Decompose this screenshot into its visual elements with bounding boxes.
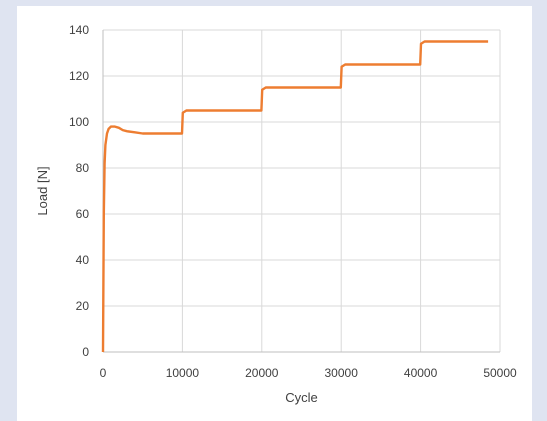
tick-labels: 0 20 40 60 80 100 120 140 0 10000 20000 30000 40000 5… [69,23,517,380]
x-tick-label: 20000 [245,366,279,380]
x-tick-label: 40000 [404,366,438,380]
load-series-line [101,40,489,353]
y-tick-label: 80 [76,161,90,175]
y-tick-label: 40 [76,253,90,267]
y-axis-title: Load [N] [35,166,50,215]
load-vs-cycle-chart: 0 20 40 60 80 100 120 140 0 10000 20000 30000 40000 5… [35,23,517,405]
x-tick-label: 10000 [166,366,200,380]
axes [102,30,500,353]
x-axis-title: Cycle [285,390,318,405]
y-tick-label: 120 [69,69,89,83]
grid-lines [103,29,501,352]
chart-figure: 0 20 40 60 80 100 120 140 0 10000 20000 30000 40000 5… [17,6,532,421]
y-tick-label: 20 [76,299,90,313]
y-tick-label: 140 [69,23,89,37]
x-tick-label: 30000 [325,366,359,380]
y-tick-label: 100 [69,115,89,129]
series-group [101,40,489,353]
y-tick-label: 60 [76,207,90,221]
x-tick-label: 50000 [483,366,517,380]
y-tick-label: 0 [82,345,89,359]
x-tick-label: 0 [100,366,107,380]
